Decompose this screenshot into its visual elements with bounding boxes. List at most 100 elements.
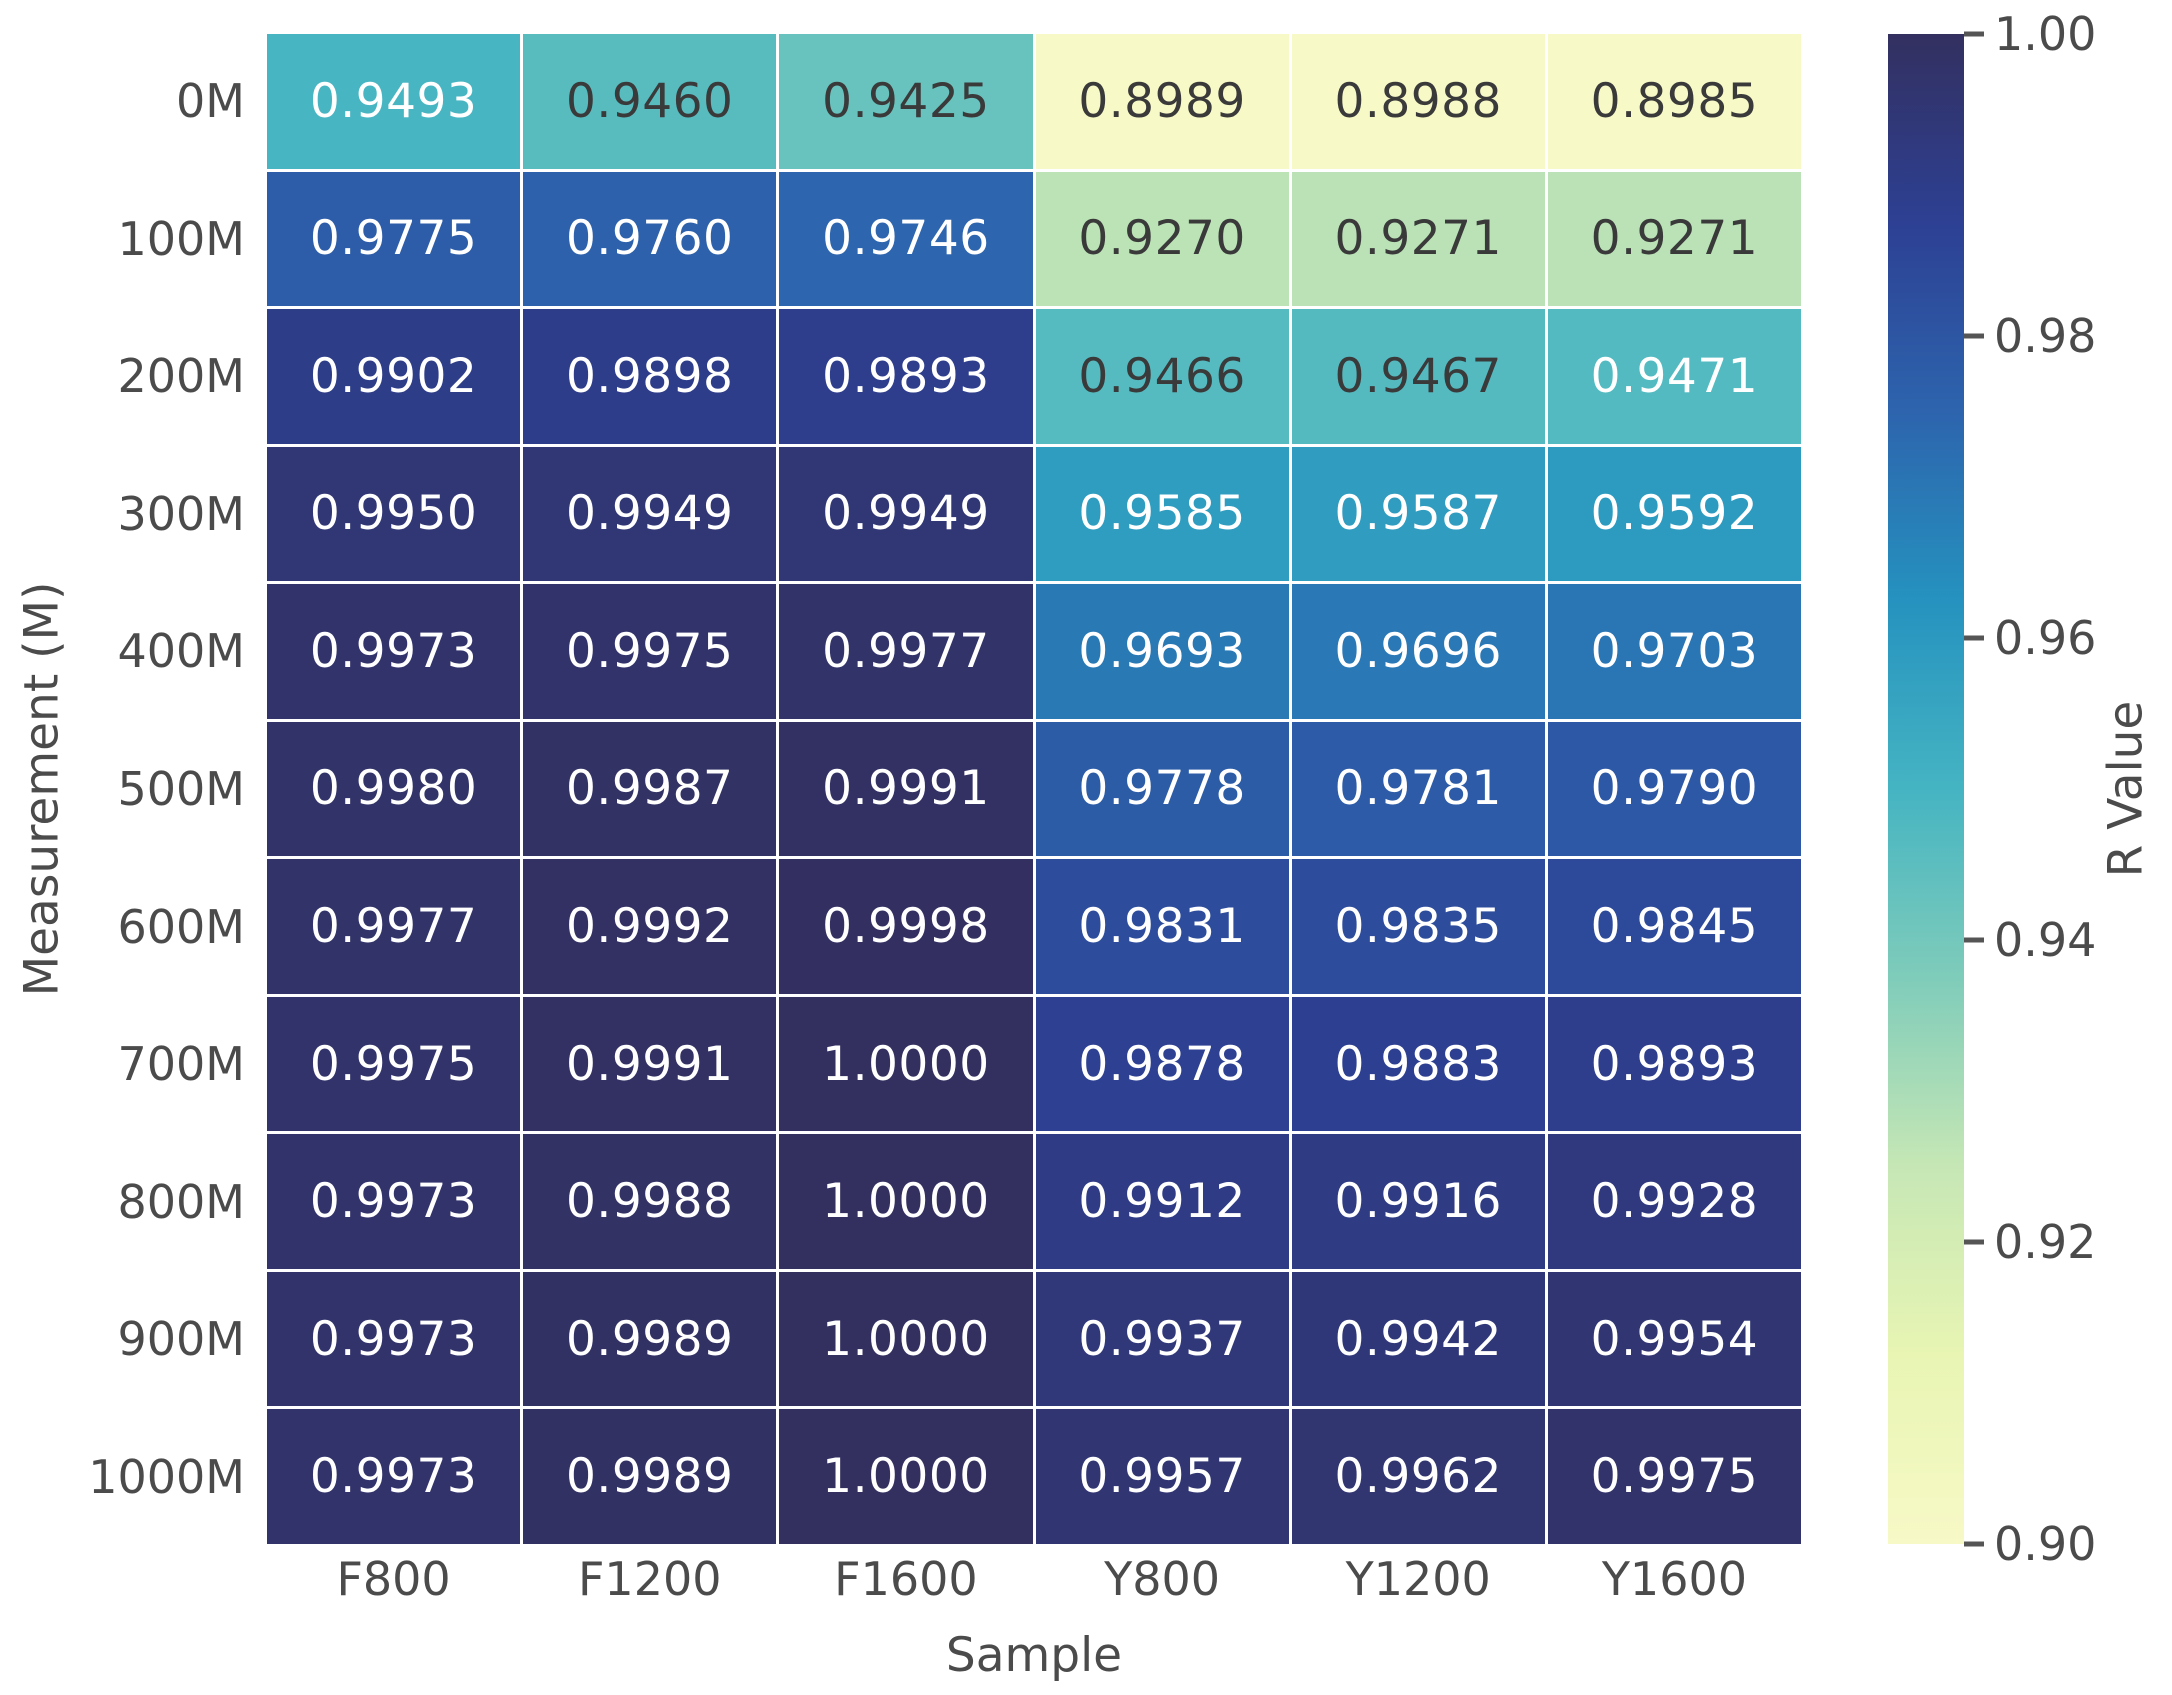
heatmap-cell-700M-Y1200: 0.9883	[1291, 996, 1545, 1132]
heatmap-cell-700M-F1200: 0.9991	[523, 996, 777, 1132]
heatmap-cell-600M-F800: 0.9977	[267, 859, 521, 994]
x-tick-labels: F800 F1200 F1600 Y800 Y1200 Y1600	[267, 1552, 1801, 1627]
y-tick-label-0M: 0M	[176, 74, 245, 129]
heatmap-cell-500M-F1200: 0.9987	[523, 721, 777, 857]
heatmap-cell-700M-Y800: 0.9878	[1035, 996, 1289, 1132]
heatmap-grid: 0.9493 0.9460 0.9425 0.8989 0.8988 0.8985 0.97…	[267, 34, 1801, 1544]
x-tick-label-Y1600: Y1600	[1601, 1552, 1747, 1606]
y-tick-label-800M: 800M	[117, 1174, 246, 1229]
colorbar-tick-label-1.00: 1.00	[1994, 7, 2097, 61]
heatmap-cell-800M-Y1600: 0.9928	[1547, 1134, 1801, 1269]
x-tick-label-F1600: F1600	[834, 1552, 978, 1606]
heatmap-cell-400M-F1200: 0.9975	[523, 584, 777, 719]
y-tick-label-300M: 300M	[117, 486, 246, 541]
heatmap-cell-800M-Y1200: 0.9916	[1291, 1134, 1545, 1269]
heatmap-cell-900M-Y1200: 0.9942	[1291, 1271, 1545, 1407]
heatmap-cell-200M-Y1200: 0.9467	[1291, 309, 1545, 444]
heatmap-cell-300M-F1600: 0.9949	[779, 446, 1033, 582]
colorbar-tick	[1964, 31, 1984, 37]
y-tick-label-500M: 500M	[117, 761, 246, 816]
heatmap-cell-400M-Y1600: 0.9703	[1547, 584, 1801, 719]
heatmap-cell-900M-F1600: 1.0000	[779, 1271, 1033, 1407]
heatmap-cell-100M-F800: 0.9775	[267, 171, 521, 307]
heatmap-cell-600M-Y1200: 0.9835	[1291, 859, 1545, 994]
heatmap-cell-700M-F800: 0.9975	[267, 996, 521, 1132]
heatmap-cell-200M-F1600: 0.9893	[779, 309, 1033, 444]
heatmap-cell-1000M-Y1200: 0.9962	[1291, 1409, 1545, 1544]
x-axis-label: Sample	[945, 1628, 1123, 1683]
colorbar-tick	[1964, 937, 1984, 943]
y-tick-label-700M: 700M	[117, 1037, 246, 1092]
heatmap-cell-400M-Y800: 0.9693	[1035, 584, 1289, 719]
heatmap-cell-300M-Y800: 0.9585	[1035, 446, 1289, 582]
heatmap-cell-500M-F1600: 0.9991	[779, 721, 1033, 857]
heatmap-cell-800M-F1200: 0.9988	[523, 1134, 777, 1269]
colorbar-tick-label-0.94: 0.94	[1994, 913, 2097, 967]
y-tick-labels: 0M 100M 200M 300M 400M 500M 600M 700M 800M 900M 10…	[0, 34, 245, 1544]
heatmap-cell-200M-F800: 0.9902	[267, 309, 521, 444]
heatmap-cell-1000M-Y1600: 0.9975	[1547, 1409, 1801, 1544]
x-tick-label-F1200: F1200	[577, 1552, 722, 1606]
y-tick-label-400M: 400M	[117, 624, 246, 679]
heatmap-cell-1000M-Y800: 0.9957	[1035, 1409, 1289, 1544]
colorbar-tick	[1964, 333, 1984, 339]
heatmap-cell-300M-F800: 0.9950	[267, 446, 521, 582]
heatmap-cell-900M-Y800: 0.9937	[1035, 1271, 1289, 1407]
heatmap-cell-900M-F800: 0.9973	[267, 1271, 521, 1407]
colorbar-tick-label-0.96: 0.96	[1994, 611, 2097, 665]
heatmap-cell-100M-Y1200: 0.9271	[1291, 171, 1545, 307]
heatmap-cell-700M-Y1600: 0.9893	[1547, 996, 1801, 1132]
heatmap-cell-500M-Y1600: 0.9790	[1547, 721, 1801, 857]
heatmap-cell-800M-Y800: 0.9912	[1035, 1134, 1289, 1269]
heatmap-cell-1000M-F1200: 0.9989	[523, 1409, 777, 1544]
colorbar-tick	[1964, 1239, 1984, 1245]
colorbar: 1.00 0.98 0.96 0.94 0.92 0.90	[1888, 7, 2096, 1571]
x-tick-label-Y1200: Y1200	[1345, 1552, 1491, 1606]
y-tick-label-100M: 100M	[117, 211, 246, 266]
x-tick-label-F800: F800	[336, 1552, 451, 1606]
y-tick-label-900M: 900M	[117, 1312, 246, 1367]
heatmap-cell-100M-Y1600: 0.9271	[1547, 171, 1801, 307]
heatmap-cell-1000M-F1600: 1.0000	[779, 1409, 1033, 1544]
heatmap-cell-0M-F800: 0.9493	[267, 34, 521, 169]
heatmap-cell-200M-Y800: 0.9466	[1035, 309, 1289, 444]
x-tick-label-Y800: Y800	[1104, 1552, 1221, 1606]
heatmap-cell-100M-F1200: 0.9760	[523, 171, 777, 307]
colorbar-tick	[1964, 1541, 1984, 1547]
heatmap-cell-100M-Y800: 0.9270	[1035, 171, 1289, 307]
y-tick-label-1000M: 1000M	[88, 1449, 245, 1504]
heatmap-cell-0M-Y1600: 0.8985	[1547, 34, 1801, 169]
heatmap-cell-600M-Y800: 0.9831	[1035, 859, 1289, 994]
colorbar-label: R Value	[2098, 700, 2154, 878]
heatmap-cell-200M-Y1600: 0.9471	[1547, 309, 1801, 444]
heatmap-cell-600M-F1600: 0.9998	[779, 859, 1033, 994]
colorbar-tick-label-0.92: 0.92	[1994, 1215, 2097, 1269]
heatmap-cell-800M-F800: 0.9973	[267, 1134, 521, 1269]
heatmap-cell-0M-F1600: 0.9425	[779, 34, 1033, 169]
heatmap-cell-1000M-F800: 0.9973	[267, 1409, 521, 1544]
colorbar-tick-label-0.98: 0.98	[1994, 309, 2097, 363]
heatmap-cell-500M-F800: 0.9980	[267, 721, 521, 857]
heatmap-cell-0M-Y1200: 0.8988	[1291, 34, 1545, 169]
colorbar-tick-label-0.90: 0.90	[1994, 1517, 2097, 1571]
colorbar-tick	[1964, 635, 1984, 641]
y-tick-label-600M: 600M	[117, 899, 246, 954]
heatmap-cell-600M-F1200: 0.9992	[523, 859, 777, 994]
heatmap-cell-600M-Y1600: 0.9845	[1547, 859, 1801, 994]
heatmap-cell-200M-F1200: 0.9898	[523, 309, 777, 444]
heatmap-cell-400M-F1600: 0.9977	[779, 584, 1033, 719]
heatmap-cell-900M-Y1600: 0.9954	[1547, 1271, 1801, 1407]
heatmap-cell-100M-F1600: 0.9746	[779, 171, 1033, 307]
heatmap-cell-0M-Y800: 0.8989	[1035, 34, 1289, 169]
heatmap-cell-300M-Y1200: 0.9587	[1291, 446, 1545, 582]
heatmap-cell-500M-Y800: 0.9778	[1035, 721, 1289, 857]
heatmap-cell-300M-F1200: 0.9949	[523, 446, 777, 582]
heatmap-cell-700M-F1600: 1.0000	[779, 996, 1033, 1132]
heatmap-cell-0M-F1200: 0.9460	[523, 34, 777, 169]
heatmap-cell-800M-F1600: 1.0000	[779, 1134, 1033, 1269]
heatmap-cell-400M-Y1200: 0.9696	[1291, 584, 1545, 719]
heatmap-cell-400M-F800: 0.9973	[267, 584, 521, 719]
heatmap-cell-900M-F1200: 0.9989	[523, 1271, 777, 1407]
y-tick-label-200M: 200M	[117, 349, 246, 404]
